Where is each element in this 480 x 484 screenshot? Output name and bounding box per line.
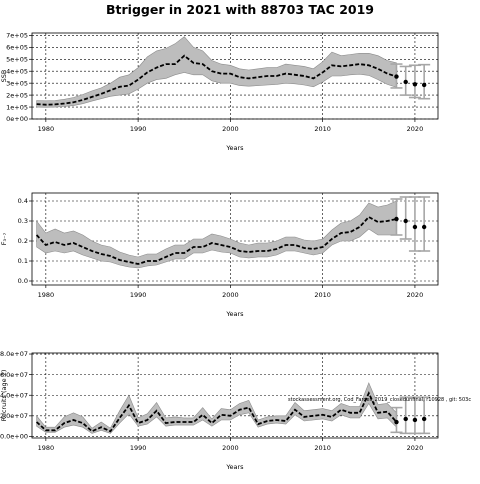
recruit-y-axis-title: Recruits (age 2) <box>0 370 8 422</box>
f-ytick-label-4: 0.4 <box>18 197 28 205</box>
ssb-ytick-label-7: 7e+05 <box>6 32 28 40</box>
ssb-x-axis-title: Years <box>225 144 244 152</box>
f-ytick-label-0: 0.0 <box>18 277 28 285</box>
f-estimate-line <box>35 215 397 265</box>
recruit-xtick-label-2010: 2010 <box>314 444 331 452</box>
ssb-xtick-label-2000: 2000 <box>222 125 239 133</box>
ssb-xtick-label-1980: 1980 <box>38 125 55 133</box>
ssb-xtick-label-2020: 2020 <box>407 125 424 133</box>
f-xtick-label-1980: 1980 <box>38 291 55 299</box>
recruit-forecast-point-2021 <box>421 416 427 422</box>
ssb-xtick-label-2010: 2010 <box>314 125 331 133</box>
f-xtick-label-2010: 2010 <box>314 291 331 299</box>
ssb-xtick-label-1990: 1990 <box>130 125 147 133</box>
ssb-ytick-label-4: 4e+05 <box>6 67 28 75</box>
ssb-estimate-line <box>36 54 397 106</box>
f-confidence-band <box>36 200 397 269</box>
ssb-ytick-label-2: 2e+05 <box>6 91 28 99</box>
f-forecast-point-2020 <box>412 224 418 230</box>
recruit-forecast-point-2019 <box>403 416 408 422</box>
recruit-forecast-point-2018 <box>394 419 399 425</box>
ssb-ytick-label-5: 5e+05 <box>6 55 28 63</box>
recruit-xtick-label-1990: 1990 <box>130 444 147 452</box>
recruit-ytick-label-3: 6.0e+07 <box>0 371 28 379</box>
recruit-ytick-label-0: 0.0e+00 <box>0 433 28 441</box>
f-y-axis-title: F₃₋₇ <box>0 232 8 245</box>
ssb-ytick-label-0: 0e+00 <box>6 115 28 123</box>
recruit-xtick-label-2000: 2000 <box>222 444 239 452</box>
fishing-mortality-panel: 1980 1990 2000 2010 2020 0.0 0.1 0.2 0.3 0.4 Years… <box>0 192 439 318</box>
recruit-confidence-band <box>36 382 397 434</box>
f-ytick-label-1: 0.1 <box>18 257 28 265</box>
ssb-panel: 1980 1990 2000 2010 2020 0e+00 1e+05 2e+05 3e+05… <box>0 32 439 152</box>
f-ytick-label-3: 0.3 <box>18 217 28 225</box>
ssb-ytick-label-3: 3e+05 <box>6 79 28 87</box>
f-plot-frame <box>31 192 439 286</box>
recruit-ytick-label-2: 4.0e+07 <box>0 391 28 399</box>
ssb-ytick-label-6: 6e+05 <box>6 44 28 52</box>
ssb-y-axis-title: SSB <box>0 70 8 83</box>
ssb-forecast-point-2020 <box>412 82 418 87</box>
stockassessment-annotation: stockassessment.org, Cod_Faroes_2019_clo… <box>288 397 471 403</box>
f-forecast-point-2019 <box>403 218 408 224</box>
recruit-ytick-label-1: 2.0e+07 <box>0 412 28 420</box>
ssb-forecast-point-2019 <box>403 79 408 85</box>
f-ytick-label-2: 0.2 <box>18 237 28 245</box>
recruit-ytick-label-4: 8.0e+07 <box>0 350 28 358</box>
f-forecast-point-2018 <box>394 216 399 222</box>
ssb-ytick-label-1: 1e+05 <box>6 103 28 111</box>
f-xtick-label-1990: 1990 <box>130 291 147 299</box>
f-xtick-label-2020: 2020 <box>407 291 424 299</box>
figure-title: Btrigger in 2021 with 88703 TAC 2019 <box>106 2 374 17</box>
f-xtick-label-2000: 2000 <box>222 291 239 299</box>
f-forecast-point-2021 <box>421 224 427 230</box>
recruit-forecast-point-2020 <box>412 417 418 423</box>
recruit-xtick-label-2020: 2020 <box>407 444 424 452</box>
f-x-axis-title: Years <box>225 310 244 318</box>
ssb-forecast-point-2021 <box>421 82 427 88</box>
recruitment-panel: 1980 1990 2000 2010 2020 0.0e+00 2.0e+07 4.0e+0… <box>0 350 439 471</box>
recruit-x-axis-title: Years <box>225 463 244 471</box>
ssb-forecast-point-2018 <box>394 74 399 79</box>
ssb-plot-frame <box>31 32 439 120</box>
recruit-xtick-label-1980: 1980 <box>38 444 55 452</box>
